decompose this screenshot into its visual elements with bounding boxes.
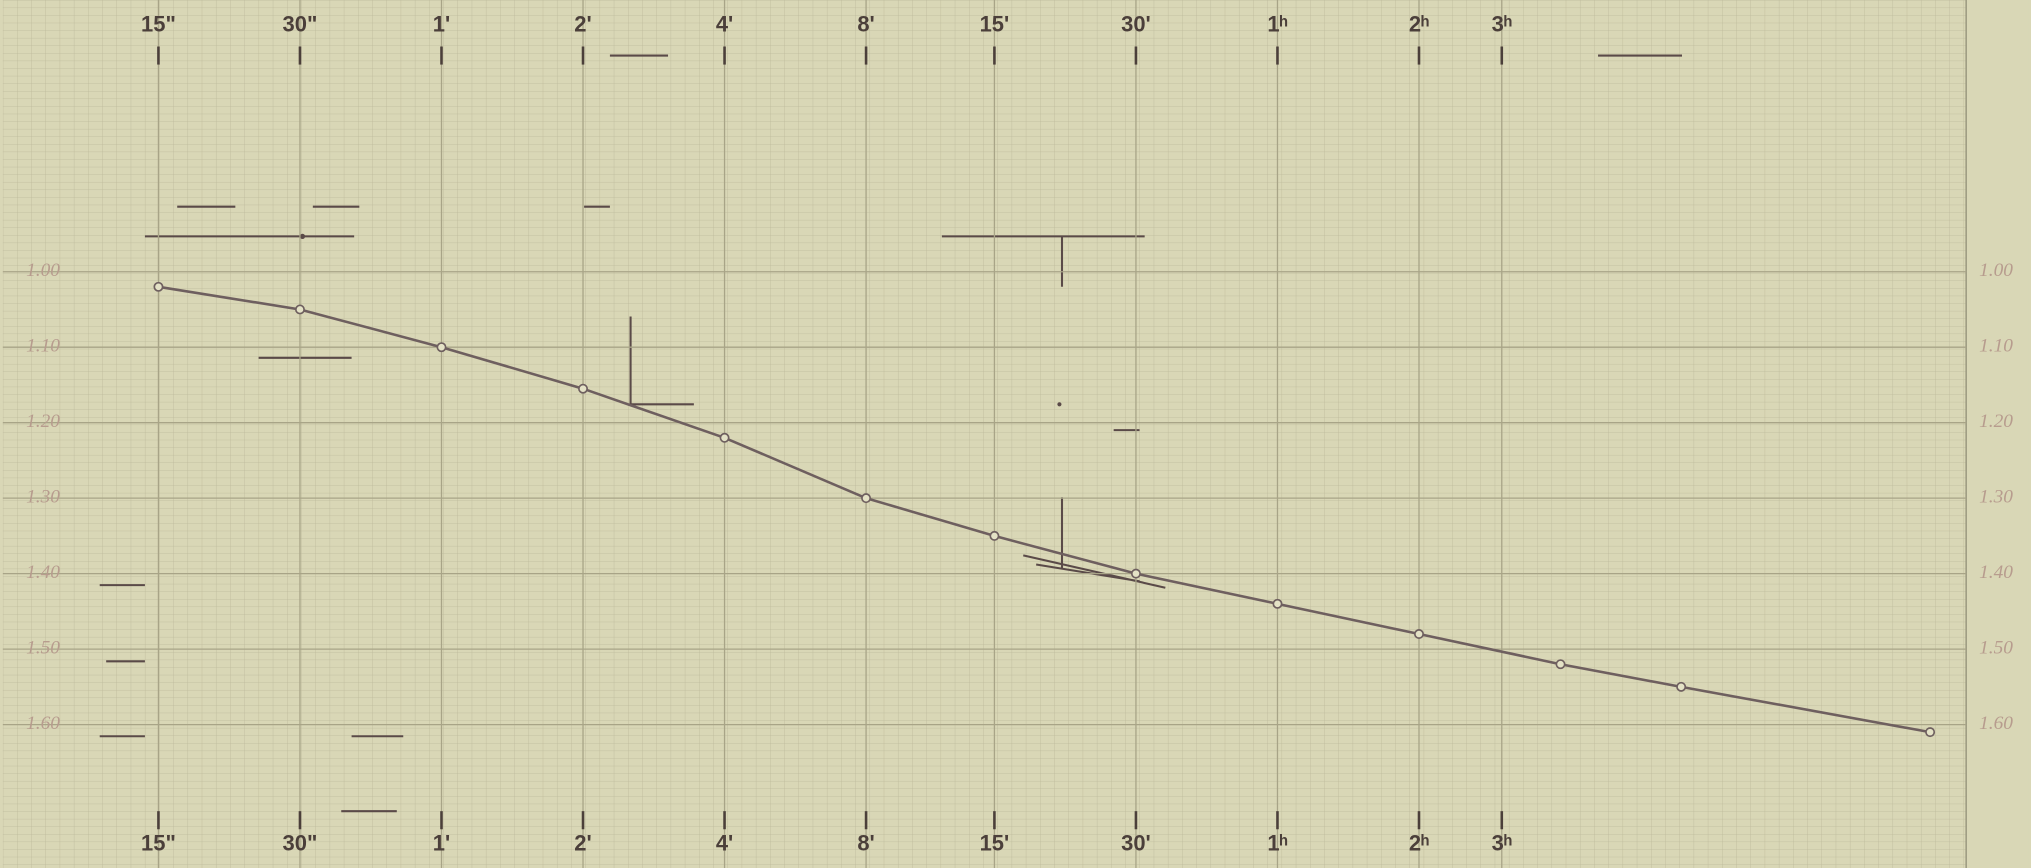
x-tick-label: 15' [980,831,1010,856]
y-tick-label: 1.60 [1979,713,2013,734]
y-tick-label: 1.10 [1979,336,2013,357]
x-tick-label: 2ʰ [1409,831,1429,856]
x-tick-label: 30' [1121,831,1151,856]
x-tick-label: 30' [1121,12,1151,37]
x-tick-label: 8' [857,12,874,37]
x-tick-label: 15" [141,12,176,37]
y-tick-label: 1.30 [26,487,60,508]
y-tick-label: 1.60 [26,713,60,734]
x-tick-label: 8' [857,831,874,856]
y-tick-label: 1.40 [26,562,60,583]
x-tick-label: 1ʰ [1267,12,1287,37]
x-tick-label: 4' [716,831,733,856]
data-point [296,305,304,313]
y-tick-label: 1.00 [26,260,60,281]
y-tick-label: 1.30 [1979,487,2013,508]
page: 1.00 1.00 1.10 1.10 1.20 1.20 1.30 1.30 1.40 1.40… [0,0,2031,868]
x-tick-label: 15' [980,12,1010,37]
x-tick-label: 1ʰ [1267,831,1287,856]
chart: 1.00 1.00 1.10 1.10 1.20 1.20 1.30 1.30 1.40 1.40… [0,0,2031,868]
data-point [154,283,162,291]
y-tick-label: 1.50 [1979,638,2013,659]
x-tick-label: 15" [141,831,176,856]
data-point [1677,683,1685,691]
y-tick-label: 1.00 [1979,260,2013,281]
data-point [1926,728,1934,736]
x-tick-label: 4' [716,12,733,37]
x-tick-label: 1' [433,831,450,856]
data-point [862,494,870,502]
x-tick-label: 1' [433,12,450,37]
x-tick-label: 3ʰ [1492,831,1512,856]
x-tick-label: 2ʰ [1409,12,1429,37]
y-tick-label: 1.20 [1979,411,2013,432]
y-tick-label: 1.10 [26,336,60,357]
data-point [1132,570,1140,578]
data-point [1415,630,1423,638]
data-point [1273,600,1281,608]
x-tick-label: 2' [574,12,591,37]
data-point [579,385,587,393]
data-point [990,532,998,540]
x-tick-label: 3ʰ [1492,12,1512,37]
paper-grid [3,0,1966,868]
y-tick-label: 1.20 [26,411,60,432]
y-tick-label: 1.40 [1979,562,2013,583]
x-tick-label: 30" [283,831,318,856]
data-point [720,434,728,442]
data-point [1556,660,1564,668]
x-tick-label: 30" [283,12,318,37]
x-tick-label: 2' [574,831,591,856]
y-tick-label: 1.50 [26,638,60,659]
data-point [437,343,445,351]
